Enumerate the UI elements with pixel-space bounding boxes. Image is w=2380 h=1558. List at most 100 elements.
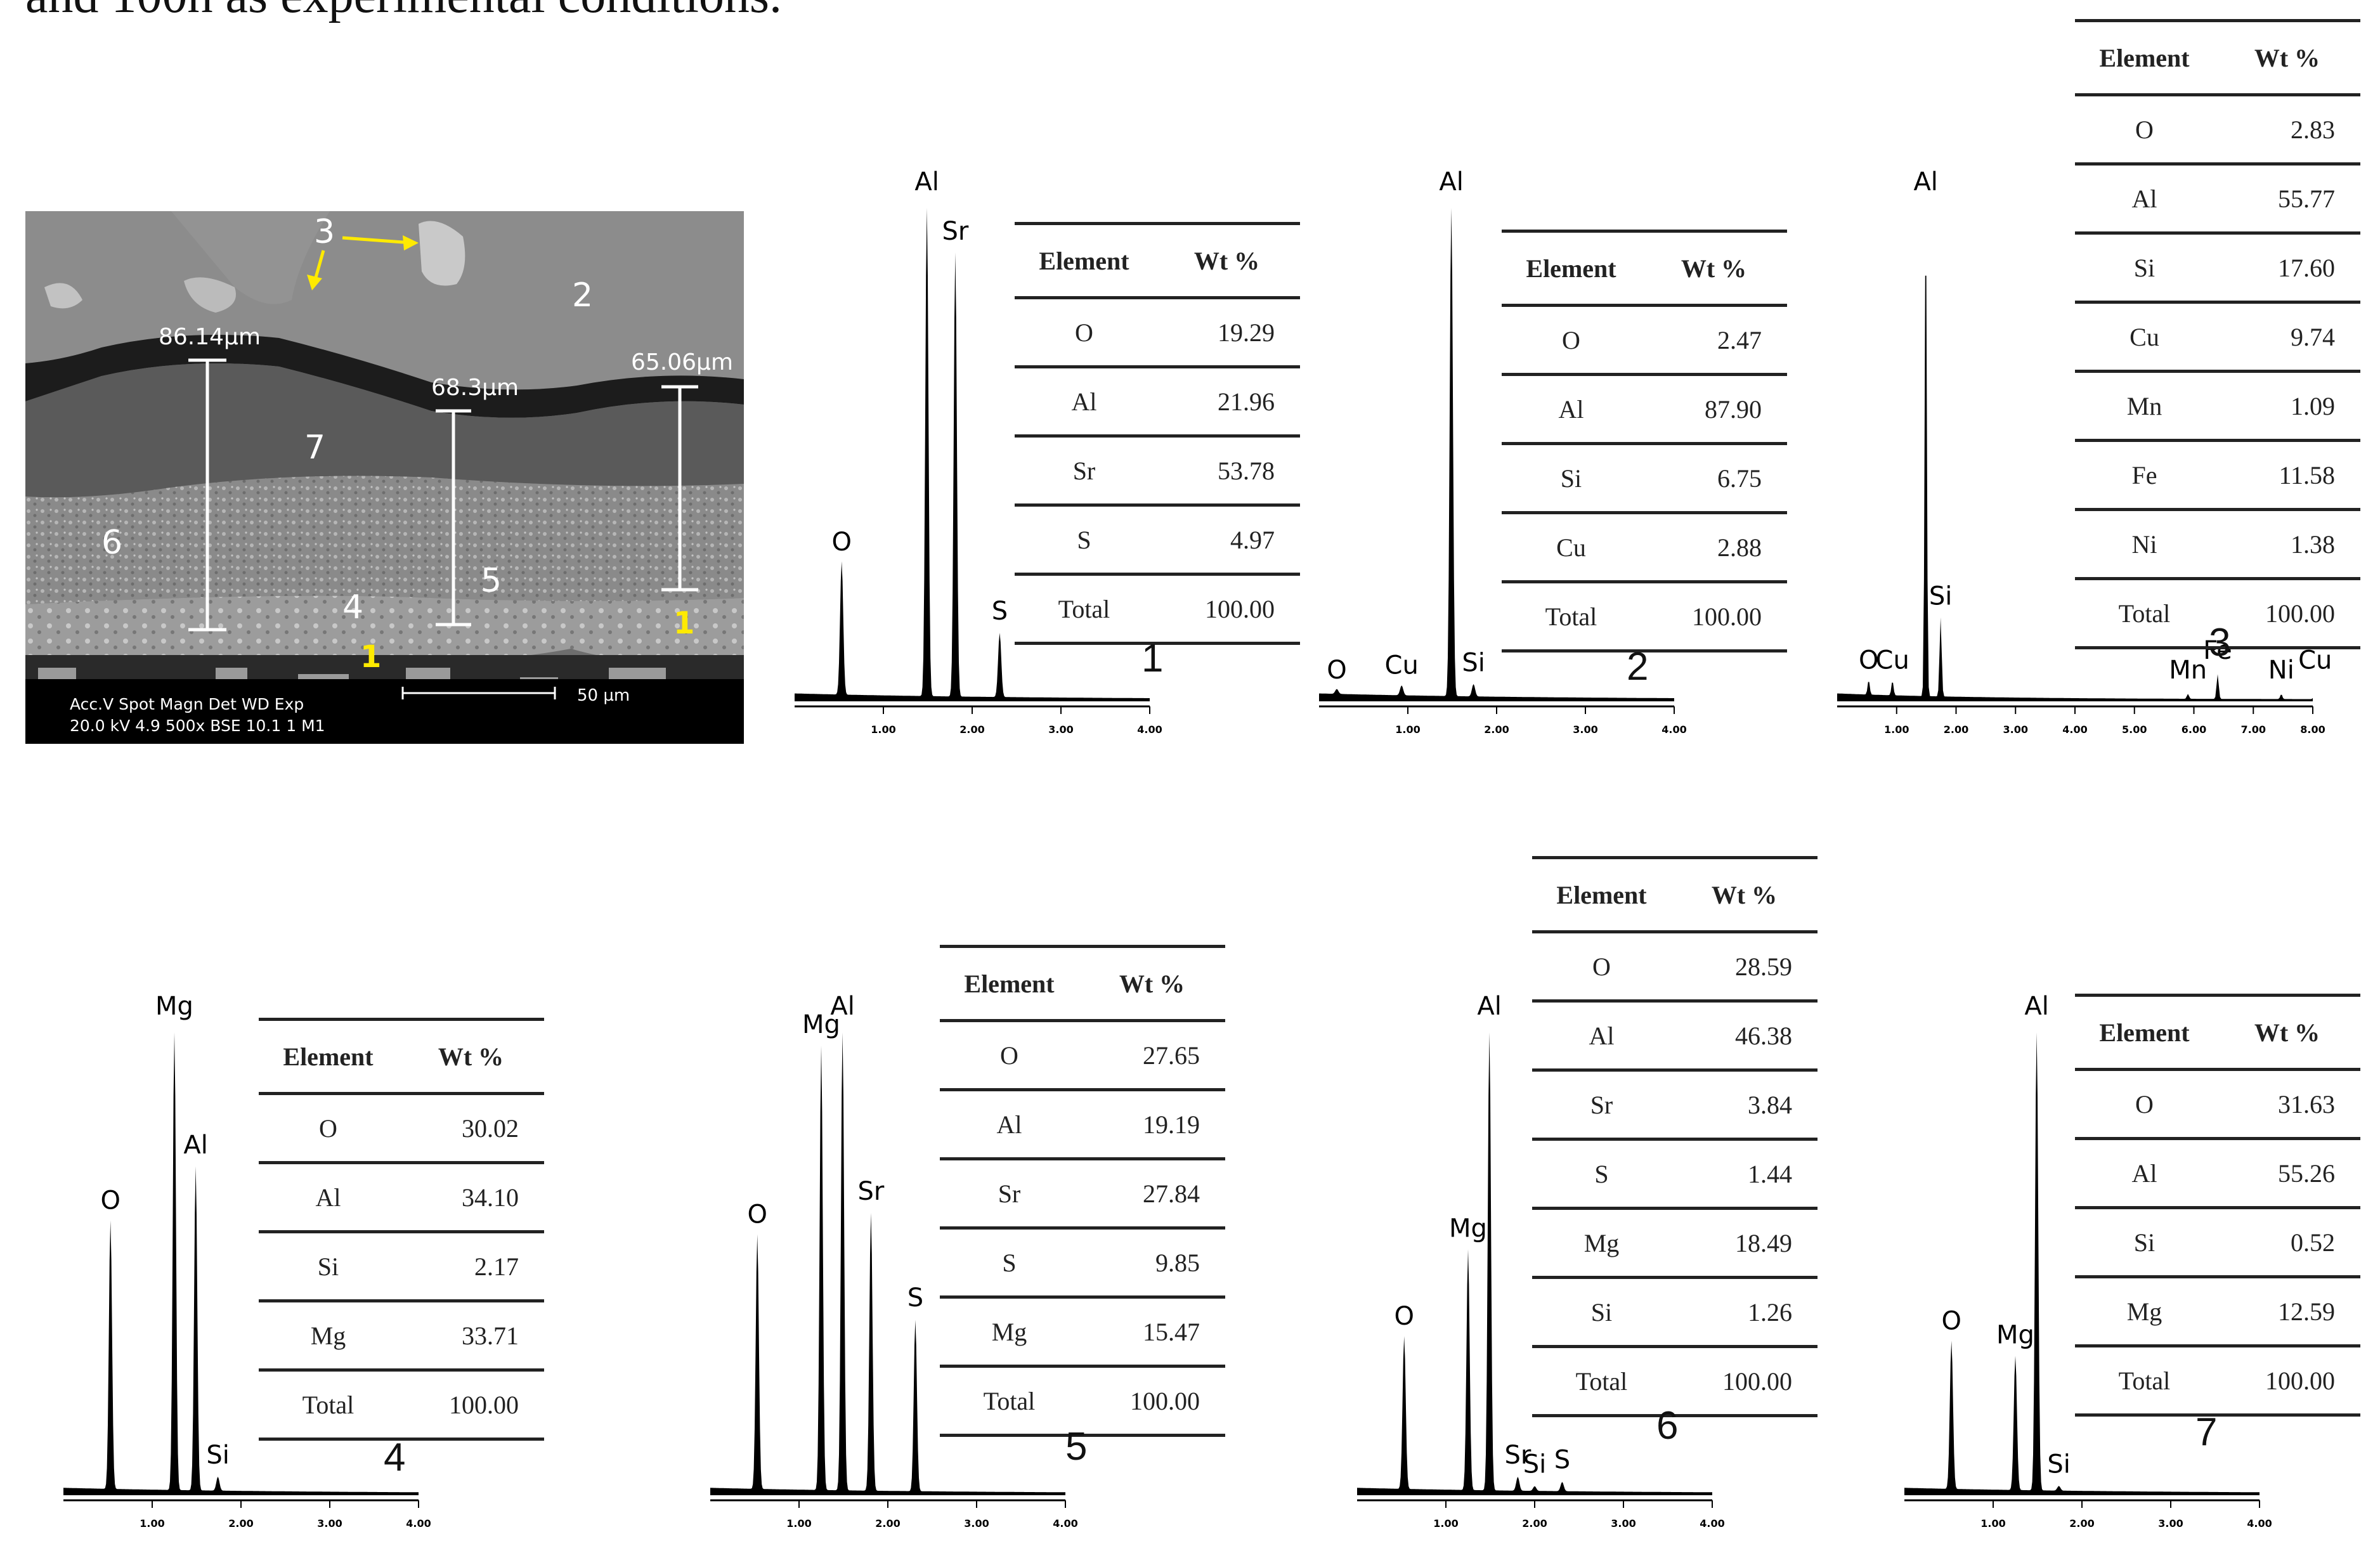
table-row: Total 100.00 [1015,574,1300,645]
zone-label-5: 5 [481,562,502,600]
composition-table-5: Element Wt % O 27.65 Al 19.19 Sr 27.84 S 9.85 Mg 15… [940,945,1225,1437]
table-row: Al 19.19 [940,1089,1225,1160]
axis-tick-label: 4.00 [1137,724,1162,736]
header-wt: Wt % [2213,19,2360,96]
spectrum-number-2: 2 [1627,645,1649,689]
wt-cell: 100.00 [1640,581,1787,652]
element-cell: O [1532,932,1671,1003]
wt-cell: 19.19 [1078,1089,1225,1160]
axis-tick-label: 3.00 [964,1517,989,1529]
axis-tick-label: 3.00 [1048,724,1073,736]
peak-label: Mg [1449,1214,1487,1243]
wt-cell: 31.63 [2213,1069,2360,1140]
wt-cell: 0.52 [2213,1207,2360,1278]
element-cell: O [940,1020,1079,1091]
table-row: O 30.02 [259,1093,544,1164]
wt-cell: 2.83 [2213,94,2360,166]
table-row: Si 17.60 [2075,233,2360,304]
peak-label: Mg [155,992,193,1021]
zone-label-1a: 1 [360,639,381,675]
table-row: Fe 11.58 [2075,440,2360,511]
axis-tick-label: 1.00 [1980,1517,2005,1529]
axis-tick-label: 1.00 [1395,724,1420,736]
axis-tick-label: 2.00 [1484,724,1509,736]
header-element: Element [1502,230,1641,307]
peak-label: Al [914,167,939,197]
peak-label: Cu [1876,646,1909,675]
axis-tick-label: 6.00 [2182,724,2206,736]
peak-label: Sr [857,1177,884,1206]
element-cell: Total [1502,581,1641,652]
zone-label-3: 3 [314,213,335,251]
element-cell: Cu [2075,302,2214,373]
table-row: O 2.47 [1502,305,1787,376]
wt-cell: 2.47 [1640,305,1787,376]
table-row: Cu 9.74 [2075,302,2360,373]
peak-label: O [1327,656,1346,685]
peak-label: O [100,1186,120,1216]
peak-label: S [992,597,1008,626]
peak-label: Si [206,1441,230,1470]
header-element: Element [1532,856,1671,933]
wt-cell: 1.09 [2213,371,2360,442]
header-wt: Wt % [2213,994,2360,1071]
peak-label: Al [830,992,854,1021]
wt-cell: 100.00 [2213,578,2360,649]
wt-cell: 21.96 [1153,367,1300,438]
table-row: S 1.44 [1532,1139,1818,1210]
sem-info-line2: 20.0 kV 4.9 500x BSE 10.1 1 M1 [70,717,325,735]
element-cell: Sr [1015,436,1154,507]
thickness-label-3: 65.06µm [631,349,733,375]
composition-table-1: Element Wt % O 19.29 Al 21.96 Sr 53.78 S 4.97 Tota… [1015,222,1300,645]
sem-micrograph: Acc.V Spot Magn Det WD Exp 20.0 kV 4.9 5… [25,211,744,744]
composition-table: Element Wt % O 2.83 Al 55.77 Si 17.60 Cu 9.74 Mn 1.… [2075,19,2360,649]
wt-cell: 9.74 [2213,302,2360,373]
peak-label: Mg [1996,1320,2034,1349]
axis-tick-label: 3.00 [2158,1517,2183,1529]
table-row: S 4.97 [1015,505,1300,576]
element-cell: O [1502,305,1641,376]
peak-label: Al [183,1131,207,1160]
header-element: Element [259,1018,398,1095]
element-cell: Si [1502,443,1641,514]
axis-tick-label: 2.00 [228,1517,253,1529]
element-cell: O [2075,94,2214,166]
wt-cell: 100.00 [397,1370,544,1441]
element-cell: Total [2075,578,2214,649]
element-cell: Mg [2075,1276,2214,1347]
header-element: Element [940,945,1079,1022]
axis-tick-label: 5.00 [2122,724,2147,736]
element-cell: Total [1015,574,1154,645]
table-row: O 27.65 [940,1020,1225,1091]
peak-label: Sr [942,217,968,246]
peak-label: O [1859,646,1878,675]
wt-cell: 100.00 [1153,574,1300,645]
caption-fragment: and 100h as experimental conditions. [25,0,782,25]
peak-label: Si [2047,1450,2071,1479]
wt-cell: 12.59 [2213,1276,2360,1347]
sem-info-line1: Acc.V Spot Magn Det WD Exp [70,695,304,713]
peak-label: Sr [1504,1441,1531,1470]
peak-label: Si [1462,649,1485,678]
peak-label: Al [2024,992,2048,1021]
element-cell: S [1532,1139,1671,1210]
element-cell: Al [2075,164,2214,235]
element-cell: Mg [259,1301,398,1372]
composition-table-4: Element Wt % O 30.02 Al 34.10 Si 2.17 Mg 33.71 Tot… [259,1018,544,1441]
element-cell: Total [2075,1346,2214,1417]
element-cell: Mg [1532,1208,1671,1279]
wt-cell: 15.47 [1078,1297,1225,1368]
header-element: Element [2075,19,2214,96]
axis-tick-label: 2.00 [959,724,984,736]
spectrum-3: 1.00 2.00 3.00 4.00 5.00 6.00 7.00 8.00 O Cu Al Si M… [1824,157,2332,758]
wt-cell: 1.26 [1670,1277,1818,1348]
wt-cell: 27.65 [1078,1020,1225,1091]
wt-cell: 1.44 [1670,1139,1818,1210]
table-row: Mg 12.59 [2075,1276,2360,1347]
zone-3-arrows [307,235,419,290]
table-row: Si 1.26 [1532,1277,1818,1348]
composition-table-2: Element Wt % O 2.47 Al 87.90 Si 6.75 Cu 2.88 Total… [1502,230,1787,652]
axis-tick-label: 8.00 [2300,724,2325,736]
table-row: Si 0.52 [2075,1207,2360,1278]
